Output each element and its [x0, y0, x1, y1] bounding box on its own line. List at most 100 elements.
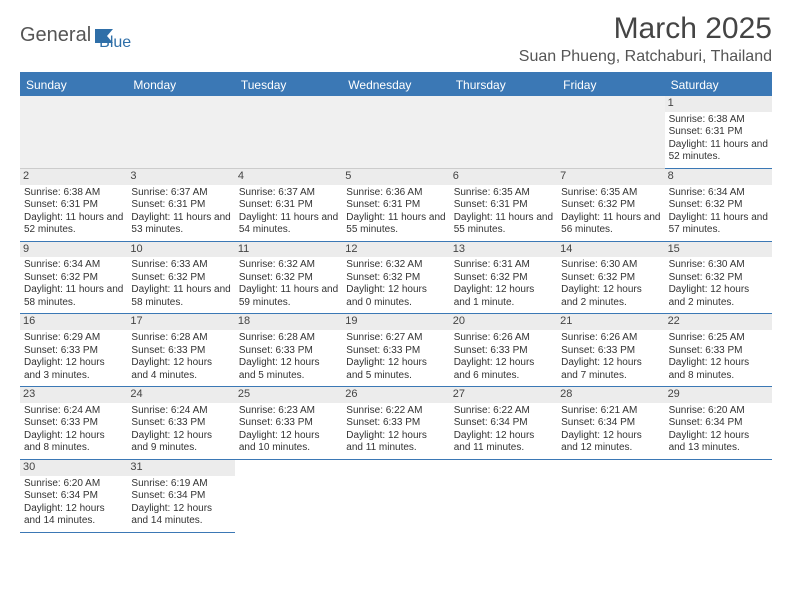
day-number: 23: [20, 387, 127, 403]
calendar-cell: 30Sunrise: 6:20 AMSunset: 6:34 PMDayligh…: [20, 460, 127, 533]
daylight-line: Daylight: 12 hours and 2 minutes.: [669, 284, 768, 309]
daylight-line: Daylight: 12 hours and 12 minutes.: [561, 430, 660, 455]
sunset-line: Sunset: 6:32 PM: [561, 199, 660, 212]
daylight-line: Daylight: 11 hours and 58 minutes.: [24, 284, 123, 309]
logo-text-general: General: [20, 24, 91, 47]
daylight-line: Daylight: 11 hours and 59 minutes.: [239, 284, 338, 309]
daylight-line: Daylight: 11 hours and 55 minutes.: [346, 212, 445, 237]
day-number: 27: [450, 387, 557, 403]
daylight-line: Daylight: 12 hours and 5 minutes.: [346, 357, 445, 382]
calendar-cell: 6Sunrise: 6:35 AMSunset: 6:31 PMDaylight…: [450, 169, 557, 242]
sunrise-line: Sunrise: 6:31 AM: [454, 259, 553, 272]
sunrise-line: Sunrise: 6:34 AM: [24, 259, 123, 272]
calendar-cell: 3Sunrise: 6:37 AMSunset: 6:31 PMDaylight…: [127, 169, 234, 242]
sunset-line: Sunset: 6:32 PM: [669, 272, 768, 285]
calendar-cell-empty: [342, 96, 449, 169]
sunrise-line: Sunrise: 6:26 AM: [454, 332, 553, 345]
calendar-cell: 26Sunrise: 6:22 AMSunset: 6:33 PMDayligh…: [342, 387, 449, 460]
calendar-cell: 15Sunrise: 6:30 AMSunset: 6:32 PMDayligh…: [665, 242, 772, 315]
calendar-cell-blank: [235, 460, 342, 533]
sunset-line: Sunset: 6:33 PM: [239, 345, 338, 358]
sunrise-line: Sunrise: 6:35 AM: [561, 187, 660, 200]
calendar-week: 16Sunrise: 6:29 AMSunset: 6:33 PMDayligh…: [20, 314, 772, 387]
calendar-cell: 25Sunrise: 6:23 AMSunset: 6:33 PMDayligh…: [235, 387, 342, 460]
calendar-cell-empty: [557, 96, 664, 169]
daylight-line: Daylight: 12 hours and 3 minutes.: [24, 357, 123, 382]
calendar-cell-empty: [20, 96, 127, 169]
calendar-cell: 8Sunrise: 6:34 AMSunset: 6:32 PMDaylight…: [665, 169, 772, 242]
day-number: 19: [342, 314, 449, 330]
day-number: 13: [450, 242, 557, 258]
sunset-line: Sunset: 6:33 PM: [24, 417, 123, 430]
calendar-cell: 24Sunrise: 6:24 AMSunset: 6:33 PMDayligh…: [127, 387, 234, 460]
sunset-line: Sunset: 6:32 PM: [346, 272, 445, 285]
calendar-cell-blank: [665, 460, 772, 533]
daylight-line: Daylight: 12 hours and 10 minutes.: [239, 430, 338, 455]
logo-text-blue: Blue: [99, 34, 131, 52]
day-number: 12: [342, 242, 449, 258]
sunrise-line: Sunrise: 6:30 AM: [561, 259, 660, 272]
calendar-cell-blank: [450, 460, 557, 533]
daylight-line: Daylight: 12 hours and 13 minutes.: [669, 430, 768, 455]
sunrise-line: Sunrise: 6:27 AM: [346, 332, 445, 345]
day-number: 24: [127, 387, 234, 403]
sunset-line: Sunset: 6:32 PM: [454, 272, 553, 285]
sunset-line: Sunset: 6:34 PM: [131, 490, 230, 503]
daylight-line: Daylight: 11 hours and 53 minutes.: [131, 212, 230, 237]
day-header-cell: Tuesday: [235, 74, 342, 96]
daylight-line: Daylight: 12 hours and 14 minutes.: [24, 503, 123, 528]
calendar-week: 2 Sunrise: 6:38 AM Sunset: 6:31 PM Daylight…: [20, 169, 772, 242]
daylight-line: Daylight: 12 hours and 1 minute.: [454, 284, 553, 309]
calendar-cell: 7Sunrise: 6:35 AMSunset: 6:32 PMDaylight…: [557, 169, 664, 242]
calendar-cell: 20Sunrise: 6:26 AMSunset: 6:33 PMDayligh…: [450, 314, 557, 387]
sunrise-line: Sunrise: 6:32 AM: [239, 259, 338, 272]
sunset-line: Sunset: 6:31 PM: [239, 199, 338, 212]
sunset-line: Sunset: 6:34 PM: [669, 417, 768, 430]
sunrise-line: Sunrise: 6:34 AM: [669, 187, 768, 200]
day-number: 20: [450, 314, 557, 330]
day-number: 28: [557, 387, 664, 403]
sunset-line: Sunset: 6:34 PM: [24, 490, 123, 503]
sunrise-line: Sunrise: 6:38 AM: [24, 187, 123, 200]
calendar-cell: 2Sunrise: 6:38 AMSunset: 6:31 PMDaylight…: [20, 169, 127, 242]
calendar-cell: 21Sunrise: 6:26 AMSunset: 6:33 PMDayligh…: [557, 314, 664, 387]
calendar-week: 1Sunrise: 6:38 AMSunset: 6:31 PMDaylight…: [20, 96, 772, 169]
day-header-cell: Monday: [127, 74, 234, 96]
day-number: 18: [235, 314, 342, 330]
sunrise-line: Sunrise: 6:30 AM: [669, 259, 768, 272]
sunrise-line: Sunrise: 6:28 AM: [131, 332, 230, 345]
calendar-cell: 10Sunrise: 6:33 AMSunset: 6:32 PMDayligh…: [127, 242, 234, 315]
sunrise-line: Sunrise: 6:36 AM: [346, 187, 445, 200]
sunset-line: Sunset: 6:33 PM: [346, 417, 445, 430]
day-number: 2: [20, 169, 127, 185]
sunrise-line: Sunrise: 6:20 AM: [669, 405, 768, 418]
sunrise-line: Sunrise: 6:38 AM: [669, 114, 768, 127]
daylight-line: Daylight: 12 hours and 8 minutes.: [24, 430, 123, 455]
sunset-line: Sunset: 6:33 PM: [131, 345, 230, 358]
sunrise-line: Sunrise: 6:35 AM: [454, 187, 553, 200]
daylight-line: Daylight: 12 hours and 9 minutes.: [131, 430, 230, 455]
day-number: 31: [127, 460, 234, 476]
calendar-cell: 29Sunrise: 6:20 AMSunset: 6:34 PMDayligh…: [665, 387, 772, 460]
calendar-cell: 27Sunrise: 6:22 AMSunset: 6:34 PMDayligh…: [450, 387, 557, 460]
sunset-line: Sunset: 6:32 PM: [669, 199, 768, 212]
day-number: 5: [342, 169, 449, 185]
day-header-cell: Saturday: [665, 74, 772, 96]
daylight-line: Daylight: 12 hours and 0 minutes.: [346, 284, 445, 309]
calendar-cell: 17Sunrise: 6:28 AMSunset: 6:33 PMDayligh…: [127, 314, 234, 387]
calendar-cell: 9Sunrise: 6:34 AMSunset: 6:32 PMDaylight…: [20, 242, 127, 315]
calendar-week: 23Sunrise: 6:24 AMSunset: 6:33 PMDayligh…: [20, 387, 772, 460]
title-block: March 2025 Suan Phueng, Ratchaburi, Thai…: [519, 12, 772, 66]
sunrise-line: Sunrise: 6:26 AM: [561, 332, 660, 345]
daylight-line: Daylight: 11 hours and 55 minutes.: [454, 212, 553, 237]
sunrise-line: Sunrise: 6:28 AM: [239, 332, 338, 345]
day-number: 15: [665, 242, 772, 258]
daylight-line: Daylight: 12 hours and 4 minutes.: [131, 357, 230, 382]
sunrise-line: Sunrise: 6:33 AM: [131, 259, 230, 272]
sunrise-line: Sunrise: 6:24 AM: [131, 405, 230, 418]
calendar-cell: 1Sunrise: 6:38 AMSunset: 6:31 PMDaylight…: [665, 96, 772, 169]
day-header-row: SundayMondayTuesdayWednesdayThursdayFrid…: [20, 74, 772, 96]
day-number: 22: [665, 314, 772, 330]
sunset-line: Sunset: 6:32 PM: [561, 272, 660, 285]
daylight-line: Daylight: 11 hours and 57 minutes.: [669, 212, 768, 237]
